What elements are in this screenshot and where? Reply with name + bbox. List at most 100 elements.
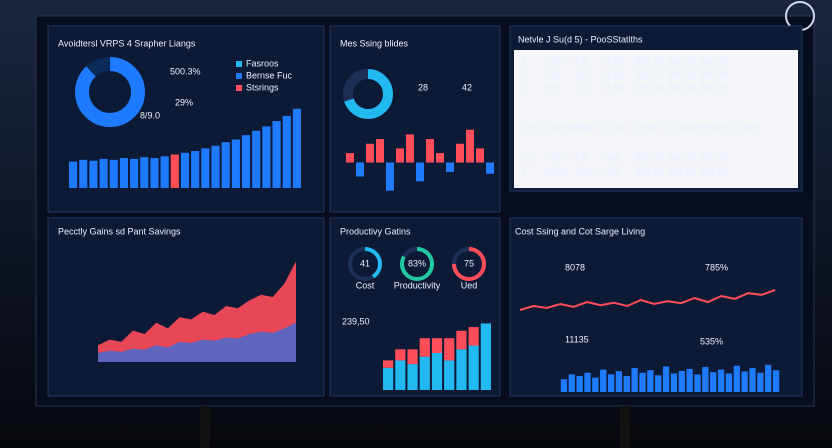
- table-cell: Fasmed 5al: [545, 122, 592, 132]
- table-cell: $09: [606, 166, 621, 176]
- table-cell: $.88: [606, 56, 624, 66]
- stacked-bar: [468, 345, 479, 390]
- table-cell: Faus: [606, 122, 627, 132]
- bar: [466, 129, 474, 163]
- legend-swatch: [236, 85, 242, 91]
- stacked-bar: [456, 330, 467, 350]
- bar: [406, 134, 414, 163]
- gauge-label: 75: [464, 258, 474, 268]
- bar: [221, 142, 230, 188]
- bar: [160, 156, 169, 188]
- bar: [130, 158, 139, 188]
- bar: [262, 126, 271, 188]
- bar: [252, 130, 261, 188]
- stacked-bar: [456, 349, 467, 390]
- bar: [717, 369, 725, 392]
- table-cell: Fazo: [575, 122, 595, 132]
- gauge: [400, 247, 434, 281]
- table-cell: $60.39: [700, 69, 728, 79]
- bar: [79, 159, 88, 188]
- gauge-name: Ued: [461, 280, 478, 290]
- table-cell: Fos: [545, 69, 561, 79]
- kpi: 8078: [565, 262, 585, 272]
- bar: [486, 162, 494, 174]
- bar: [292, 108, 301, 188]
- bar: [584, 372, 591, 392]
- kpi: 785%: [705, 262, 728, 272]
- gauge: [452, 247, 486, 281]
- bar: [765, 364, 772, 392]
- bar: [150, 158, 159, 188]
- table-cell: $90.86: [668, 152, 696, 162]
- table-cell: Corllose: [668, 122, 701, 132]
- table-cell: $.98: [606, 82, 624, 92]
- table-cell: 5.8: [575, 56, 588, 66]
- gauge-name: Productivity: [394, 280, 441, 290]
- table-cell: $40.38: [668, 56, 696, 66]
- table-cell: 26.9: [575, 69, 593, 79]
- table-cell: $56.58: [668, 166, 696, 176]
- area: [98, 322, 296, 362]
- table-bg: [514, 50, 798, 188]
- kpi: 500.3%: [170, 66, 201, 76]
- bar: [694, 374, 701, 392]
- legend-label: Fasroos: [246, 58, 279, 68]
- bar: [119, 158, 129, 188]
- bar: [191, 151, 200, 188]
- table-cell: 1s: [522, 152, 532, 162]
- bar: [560, 379, 568, 392]
- bar: [733, 365, 740, 392]
- kpi: 29%: [175, 97, 193, 107]
- stacked-bar: [431, 338, 443, 353]
- table-cell: $29.59: [635, 166, 663, 176]
- stand: [620, 406, 630, 448]
- bar: [662, 366, 670, 392]
- bar: [600, 369, 607, 392]
- bar: [436, 153, 444, 163]
- stacked-bar: [395, 360, 406, 390]
- bar: [140, 157, 149, 188]
- bar: [180, 152, 190, 188]
- table-cell: 3: [522, 82, 527, 92]
- bar: [631, 368, 638, 392]
- bar: [639, 372, 646, 392]
- panel-title: Cost Ssing and Cot Sarge Living: [515, 226, 645, 236]
- table-cell: $50.88: [700, 152, 728, 162]
- bar: [702, 367, 709, 392]
- panel-title: Avoidtersl VRPS 4 Srapher Liangs: [58, 38, 196, 48]
- table-cell: 6.5: [575, 152, 588, 162]
- bar: [386, 162, 394, 191]
- bar: [476, 148, 484, 163]
- bar: [426, 139, 434, 163]
- legend-swatch: [236, 61, 242, 67]
- kpi: 28: [418, 82, 428, 92]
- bar: [231, 139, 240, 188]
- stacked-bar: [419, 338, 430, 357]
- panel: [329, 25, 501, 213]
- table-cell: $00.59: [700, 82, 728, 92]
- table-cell: $.85: [606, 69, 624, 79]
- bar: [346, 153, 354, 163]
- bar: [211, 145, 220, 188]
- bar: [446, 162, 454, 172]
- bar: [749, 368, 756, 392]
- stacked-bar: [395, 349, 406, 361]
- donut-slice: [343, 69, 393, 119]
- kpi: 8/9.0: [140, 110, 160, 120]
- table-cell: Sh.5: [575, 166, 594, 176]
- table-cell: $86: [606, 152, 621, 162]
- kpi: 11135: [565, 334, 589, 344]
- bar: [241, 135, 251, 188]
- stacked-bar: [407, 364, 418, 390]
- panel-title: Netvle J Su(d 5) - PooSStatiths: [518, 34, 643, 44]
- kpi: 535%: [700, 336, 723, 346]
- bar: [757, 372, 764, 392]
- table-cell: $56.36: [668, 82, 696, 92]
- bar: [678, 370, 685, 392]
- table-cell: $99.88: [700, 166, 728, 176]
- bar: [396, 148, 404, 163]
- bar: [456, 143, 464, 163]
- bar: [416, 162, 424, 182]
- table-cell: 0: [522, 166, 527, 176]
